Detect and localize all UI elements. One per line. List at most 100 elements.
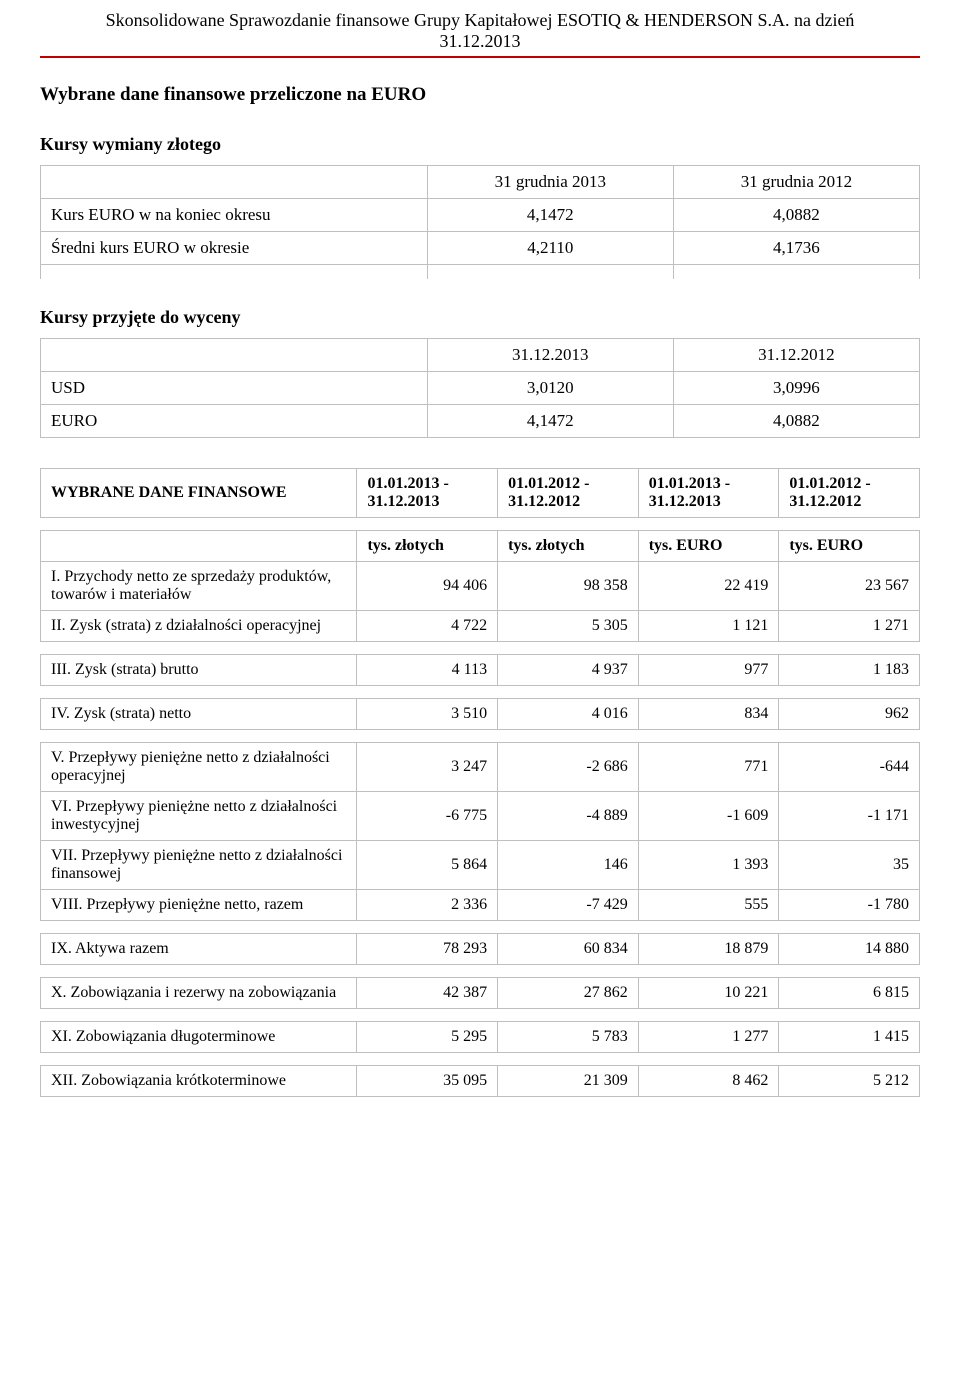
period-header: 01.01.2013 - 31.12.2013: [357, 468, 498, 517]
table-row: VII. Przepływy pieniężne netto z działal…: [41, 840, 920, 889]
unit-cell: tys. złotych: [498, 530, 639, 561]
unit-cell: tys. EURO: [779, 530, 920, 561]
cell-value: 35: [779, 840, 920, 889]
cell-empty: [41, 530, 357, 561]
row-label: IX. Aktywa razem: [41, 933, 357, 964]
cell-value: 4 722: [357, 610, 498, 641]
cell-value: 1 277: [638, 1021, 779, 1052]
cell-value: 4,1736: [673, 232, 919, 265]
col-header: 31.12.2013: [427, 338, 673, 371]
exchange-rates-table: 31 grudnia 2013 31 grudnia 2012 Kurs EUR…: [40, 165, 920, 279]
cell-empty: [41, 338, 428, 371]
valuation-rates-table: 31.12.2013 31.12.2012 USD 3,0120 3,0996 …: [40, 338, 920, 438]
unit-cell: tys. złotych: [357, 530, 498, 561]
cell-value: -4 889: [498, 791, 639, 840]
cell-value: 8 462: [638, 1065, 779, 1096]
cell-value: 4,2110: [427, 232, 673, 265]
table-row: Średni kurs EURO w okresie 4,2110 4,1736: [41, 232, 920, 265]
cell-value: 977: [638, 654, 779, 685]
header-rule: [40, 56, 920, 58]
unit-cell: tys. EURO: [638, 530, 779, 561]
row-label: XII. Zobowiązania krótkoterminowe: [41, 1065, 357, 1096]
row-label: V. Przepływy pieniężne netto z działalno…: [41, 742, 357, 791]
col-header: 31.12.2012: [673, 338, 919, 371]
cell-value: 4,1472: [427, 199, 673, 232]
row-label: EURO: [41, 404, 428, 437]
cell-value: -1 780: [779, 889, 920, 920]
cell-value: 771: [638, 742, 779, 791]
cell-value: 5 305: [498, 610, 639, 641]
row-label: VII. Przepływy pieniężne netto z działal…: [41, 840, 357, 889]
cell-value: -644: [779, 742, 920, 791]
col-header: 31 grudnia 2012: [673, 166, 919, 199]
period-header: 01.01.2013 - 31.12.2013: [638, 468, 779, 517]
row-label: XI. Zobowiązania długoterminowe: [41, 1021, 357, 1052]
cell-value: 3,0120: [427, 371, 673, 404]
row-label: III. Zysk (strata) brutto: [41, 654, 357, 685]
table-row: VIII. Przepływy pieniężne netto, razem2 …: [41, 889, 920, 920]
cell-empty: [41, 166, 428, 199]
cell-value: 10 221: [638, 977, 779, 1008]
doc-header-line1: Skonsolidowane Sprawozdanie finansowe Gr…: [106, 10, 855, 30]
cell-value: 22 419: [638, 561, 779, 610]
cell-value: 4 937: [498, 654, 639, 685]
cell-value: 962: [779, 698, 920, 729]
cell-value: 834: [638, 698, 779, 729]
table-row: I. Przychody netto ze sprzedaży produktó…: [41, 561, 920, 610]
row-label: Kurs EURO w na koniec okresu: [41, 199, 428, 232]
row-label: IV. Zysk (strata) netto: [41, 698, 357, 729]
cell-value: 4,1472: [427, 404, 673, 437]
cell-value: 78 293: [357, 933, 498, 964]
table-spacer: [41, 517, 920, 530]
row-label: VI. Przepływy pieniężne netto z działaln…: [41, 791, 357, 840]
cell-value: 1 271: [779, 610, 920, 641]
cell-value: -2 686: [498, 742, 639, 791]
period-header: 01.01.2012 - 31.12.2012: [498, 468, 639, 517]
table-row: EURO 4,1472 4,0882: [41, 404, 920, 437]
table-row: III. Zysk (strata) brutto4 1134 9379771 …: [41, 654, 920, 685]
table-row: X. Zobowiązania i rezerwy na zobowiązani…: [41, 977, 920, 1008]
table3-title-cell: WYBRANE DANE FINANSOWE: [41, 468, 357, 517]
table-row: 31.12.2013 31.12.2012: [41, 338, 920, 371]
table1-heading: Kursy wymiany złotego: [40, 134, 920, 155]
cell-value: 42 387: [357, 977, 498, 1008]
cell-value: 98 358: [498, 561, 639, 610]
table-spacer: [41, 685, 920, 698]
cell-value: 5 783: [498, 1021, 639, 1052]
cell-value: 5 295: [357, 1021, 498, 1052]
row-label: VIII. Przepływy pieniężne netto, razem: [41, 889, 357, 920]
table-header-row: WYBRANE DANE FINANSOWE 01.01.2013 - 31.1…: [41, 468, 920, 517]
period-header: 01.01.2012 - 31.12.2012: [779, 468, 920, 517]
row-label: X. Zobowiązania i rezerwy na zobowiązani…: [41, 977, 357, 1008]
table-row: Kurs EURO w na koniec okresu 4,1472 4,08…: [41, 199, 920, 232]
cell-value: 1 121: [638, 610, 779, 641]
table-row: V. Przepływy pieniężne netto z działalno…: [41, 742, 920, 791]
row-label: Średni kurs EURO w okresie: [41, 232, 428, 265]
cell-value: 4,0882: [673, 199, 919, 232]
cell-value: -6 775: [357, 791, 498, 840]
doc-header-line2: 31.12.2013: [440, 31, 521, 51]
table-spacer: [41, 964, 920, 977]
cell-value: 1 183: [779, 654, 920, 685]
cell-value: 14 880: [779, 933, 920, 964]
cell-value: 146: [498, 840, 639, 889]
cell-value: 27 862: [498, 977, 639, 1008]
table-row: USD 3,0120 3,0996: [41, 371, 920, 404]
table2-heading: Kursy przyjęte do wyceny: [40, 307, 920, 328]
table-row: VI. Przepływy pieniężne netto z działaln…: [41, 791, 920, 840]
cell-value: -7 429: [498, 889, 639, 920]
row-label: USD: [41, 371, 428, 404]
cell-value: 6 815: [779, 977, 920, 1008]
financial-data-table: WYBRANE DANE FINANSOWE 01.01.2013 - 31.1…: [40, 468, 920, 1097]
cell-value: 4,0882: [673, 404, 919, 437]
table-row: 31 grudnia 2013 31 grudnia 2012: [41, 166, 920, 199]
table-spacer: [41, 265, 920, 279]
cell-value: 3 247: [357, 742, 498, 791]
cell-value: 23 567: [779, 561, 920, 610]
cell-value: 1 393: [638, 840, 779, 889]
table-row: XII. Zobowiązania krótkoterminowe35 0952…: [41, 1065, 920, 1096]
cell-value: 4 016: [498, 698, 639, 729]
cell-value: 18 879: [638, 933, 779, 964]
cell-value: 21 309: [498, 1065, 639, 1096]
cell-value: 5 212: [779, 1065, 920, 1096]
